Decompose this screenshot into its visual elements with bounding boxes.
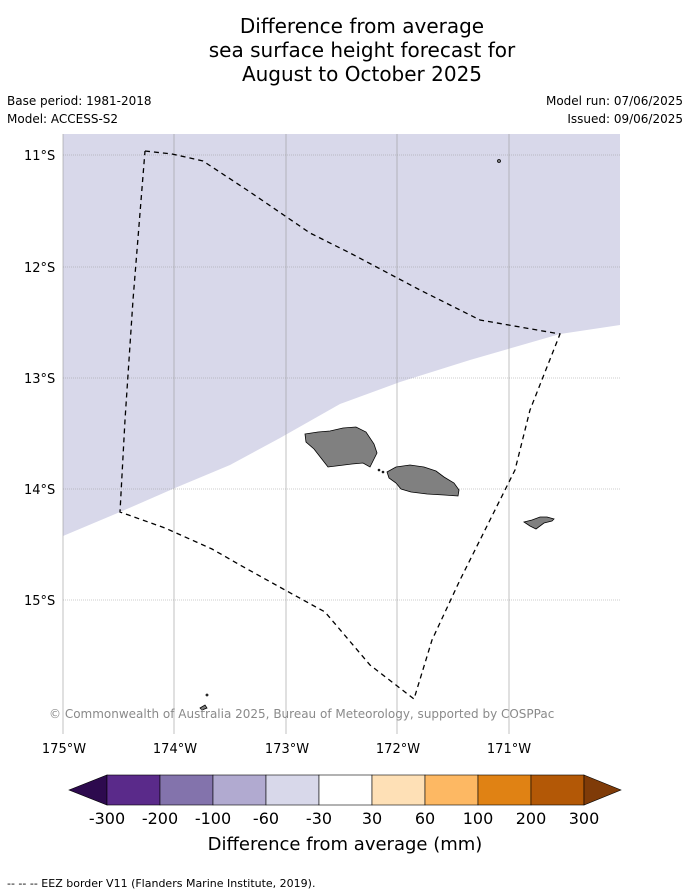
colorbar-tick-1: -300 [89, 809, 125, 828]
lat-label-11s: 11°S [24, 149, 55, 164]
title-line-1: Difference from average [239, 14, 485, 38]
colorbar-bin-1 [106, 774, 161, 806]
colorbar-tick-7: 60 [415, 809, 435, 828]
eez-legend: -- -- -- EEZ border V11 (Flanders Marine… [7, 877, 316, 890]
colorbar-tick-4: -60 [253, 809, 279, 828]
meta-right: Model run: 07/06/2025 Issued: 09/06/2025 [546, 94, 683, 130]
colorbar-tick-8: 100 [463, 809, 494, 828]
islet-manono [381, 470, 385, 474]
island-north [497, 159, 501, 163]
lat-label-13s: 13°S [24, 372, 55, 387]
island-upolu [386, 464, 460, 497]
model-run: Model run: 07/06/2025 [545, 94, 683, 108]
land [199, 159, 555, 711]
colorbar-tick-2: -200 [142, 809, 178, 828]
lat-label-12s: 12°S [24, 261, 55, 276]
colorbar-tick-5: -30 [306, 809, 332, 828]
lat-label-15s: 15°S [24, 594, 55, 609]
island-southwest [199, 704, 208, 711]
eez-border [119, 150, 561, 701]
colorbar: -300 -200 -100 -60 -30 30 60 100 200 300… [68, 774, 622, 855]
issued-date: Issued: 09/06/2025 [567, 112, 683, 126]
colorbar-tick-3: -100 [195, 809, 231, 828]
colorbar-bin-4 [265, 774, 320, 806]
title-line-3: August to October 2025 [241, 62, 483, 86]
colorbar-tick-6: 30 [362, 809, 382, 828]
colorbar-bin-2 [159, 774, 214, 806]
colorbar-ticks: -300 -200 -100 -60 -30 30 60 100 200 300 [89, 809, 599, 828]
colorbar-label: Difference from average (mm) [208, 834, 483, 855]
colorbar-bin-7 [424, 774, 479, 806]
map-panel: © Commonwealth of Australia 2025, Bureau… [49, 134, 620, 734]
colorbar-bin-9 [530, 774, 585, 806]
model-name: Model: ACCESS-S2 [7, 112, 119, 126]
base-period: Base period: 1981-2018 [7, 94, 152, 108]
colorbar-bin-3 [212, 774, 267, 806]
colorbar-extend-low [68, 774, 108, 806]
colorbar-bin-8 [477, 774, 532, 806]
island-tutuila [523, 516, 555, 530]
colorbar-tick-10: 300 [569, 809, 600, 828]
latitude-labels: 11°S 12°S 13°S 14°S 15°S [24, 149, 55, 609]
islet-southwest [205, 693, 209, 697]
title-line-2: sea surface height forecast for [208, 38, 516, 62]
lon-label-171w: 171°W [487, 742, 531, 757]
lon-label-172w: 172°W [376, 742, 420, 757]
map-title: Difference from average sea surface heig… [0, 14, 690, 86]
anomaly-region [63, 134, 620, 536]
gridlines [62, 134, 620, 734]
copyright-notice: © Commonwealth of Australia 2025, Bureau… [49, 707, 554, 721]
lon-label-174w: 174°W [153, 742, 197, 757]
lat-label-14s: 14°S [24, 483, 55, 498]
colorbar-bin-5 [318, 774, 373, 806]
longitude-labels: 175°W 174°W 173°W 172°W 171°W [42, 742, 531, 757]
colorbar-bin-6 [371, 774, 426, 806]
colorbar-extend-high [583, 774, 622, 806]
island-savaii [304, 426, 378, 468]
lon-label-175w: 175°W [42, 742, 86, 757]
colorbar-tick-9: 200 [516, 809, 547, 828]
meta-left: Base period: 1981-2018 Model: ACCESS-S2 [7, 94, 152, 130]
lon-label-173w: 173°W [265, 742, 309, 757]
islet-apolima [377, 468, 381, 472]
